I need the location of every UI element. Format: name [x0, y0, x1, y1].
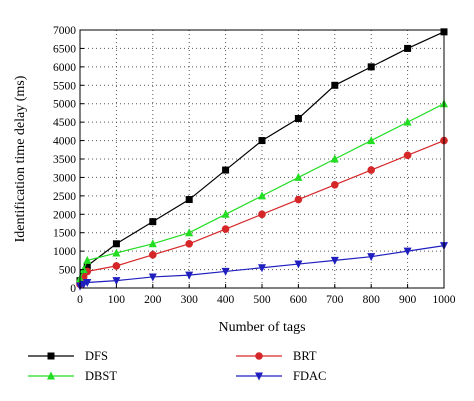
- data-point-dbst: [258, 191, 266, 200]
- data-point-fdac: [403, 247, 412, 256]
- x-tick-label: 700: [326, 294, 344, 306]
- y-tick-label: 6500: [53, 43, 76, 55]
- data-point-dbst: [403, 117, 412, 126]
- y-tick-label: 4500: [53, 117, 76, 129]
- x-tick-label: 500: [253, 294, 271, 306]
- legend-item-fdac: FDAC: [236, 369, 326, 383]
- legend-label-dfs: DFS: [85, 349, 108, 363]
- y-tick-label: 6000: [53, 62, 76, 74]
- y-tick-label: 5500: [53, 80, 76, 92]
- data-point-dfs: [367, 63, 375, 71]
- data-point-dbst: [221, 209, 230, 218]
- legend-marker-fdac: [255, 372, 263, 381]
- legend-marker-brt: [255, 352, 263, 360]
- data-point-fdac: [112, 277, 121, 286]
- data-point-dbst: [330, 154, 339, 163]
- data-point-fdac: [367, 253, 376, 262]
- y-tick-label: 1000: [53, 246, 76, 258]
- series-dbst: [76, 99, 448, 283]
- y-tick-label: 4000: [53, 136, 76, 148]
- x-tick-label: 200: [144, 294, 162, 306]
- data-point-dfs: [112, 240, 120, 248]
- legend-marker-dfs: [47, 352, 55, 360]
- y-tick-label: 2000: [53, 209, 76, 221]
- data-point-dbst: [185, 228, 194, 237]
- y-tick-label: 1500: [53, 228, 76, 240]
- data-point-dfs: [222, 166, 230, 174]
- series-line-dfs: [79, 31, 445, 281]
- x-tick-label: 400: [217, 294, 235, 306]
- legend-marker-dbst: [47, 371, 55, 380]
- data-point-fdac: [294, 260, 303, 269]
- y-tick-label: 7000: [53, 25, 76, 37]
- x-tick-label: 100: [108, 294, 126, 306]
- y-tick-label: 3500: [53, 154, 76, 166]
- data-point-brt: [403, 151, 412, 160]
- data-point-fdac: [185, 271, 194, 280]
- y-axis-title: Identification time delay (ms): [13, 75, 28, 242]
- data-point-dfs: [331, 81, 339, 89]
- data-point-dfs: [149, 218, 157, 226]
- data-point-fdac: [221, 267, 230, 276]
- x-tick-label: 900: [399, 294, 417, 306]
- y-tick-label: 500: [59, 265, 77, 277]
- data-point-dbst: [83, 255, 92, 264]
- data-point-brt: [294, 195, 303, 204]
- series-line-dbst: [79, 103, 445, 280]
- data-point-brt: [185, 239, 193, 248]
- data-point-fdac: [148, 273, 157, 282]
- data-point-dbst: [367, 136, 376, 145]
- data-point-dbst: [112, 248, 121, 257]
- legend-label-fdac: FDAC: [293, 369, 326, 383]
- legend-item-brt: BRT: [236, 349, 317, 363]
- data-point-dbst: [294, 172, 303, 181]
- data-point-brt: [221, 225, 230, 233]
- legend-item-dfs: DFS: [28, 349, 108, 363]
- x-axis-title: Number of tags: [218, 320, 305, 335]
- data-point-dfs: [404, 44, 412, 52]
- data-point-brt: [112, 262, 121, 270]
- data-point-dbst: [148, 239, 157, 248]
- data-point-dfs: [258, 137, 266, 145]
- x-tick-label: 1000: [433, 294, 456, 306]
- data-point-brt: [149, 251, 157, 259]
- data-point-brt: [367, 166, 376, 174]
- x-tick-label: 300: [181, 294, 199, 306]
- data-point-brt: [331, 181, 339, 189]
- legend: DFS BRT DBST FDAC: [28, 349, 326, 383]
- y-tick-label: 5000: [53, 99, 76, 111]
- axes: 0 100 200 300 400 500 600 700 800 900 1000 0 500 1000…: [53, 25, 456, 306]
- data-point-brt: [258, 210, 266, 219]
- legend-label-brt: BRT: [293, 349, 317, 363]
- y-tick-label: 3000: [53, 172, 76, 184]
- data-point-dfs: [185, 196, 193, 204]
- legend-label-dbst: DBST: [85, 369, 117, 383]
- y-tick-label: 2500: [53, 191, 76, 203]
- x-tick-label: 0: [77, 294, 83, 306]
- data-point-dfs: [83, 262, 91, 270]
- x-tick-label: 800: [363, 294, 381, 306]
- x-tick-label: 600: [290, 294, 308, 306]
- y-tick-label: 0: [70, 283, 76, 295]
- grid-lines: [80, 30, 444, 288]
- data-point-fdac: [258, 264, 266, 273]
- legend-item-dbst: DBST: [28, 369, 117, 383]
- data-point-fdac: [330, 256, 339, 265]
- data-point-dfs: [294, 114, 302, 122]
- data-point-fdac: [83, 278, 92, 287]
